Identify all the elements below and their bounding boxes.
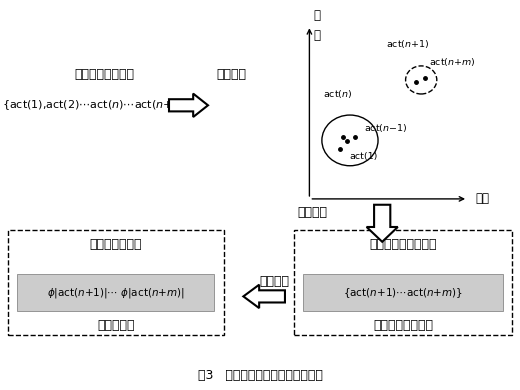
Text: 融合分析: 融合分析 (297, 206, 328, 219)
Text: act(1): act(1) (349, 152, 378, 161)
Text: 对象: 对象 (476, 192, 490, 206)
Text: 操作系统行为基线库: 操作系统行为基线库 (369, 238, 437, 252)
Text: act($n$): act($n$) (323, 88, 353, 99)
Bar (17, 274, 214, 311)
Polygon shape (367, 205, 398, 242)
Text: act($n$+1): act($n$+1) (386, 38, 429, 50)
Polygon shape (243, 285, 285, 308)
Bar (294, 230, 512, 335)
Text: 标识判定: 标识判定 (259, 275, 289, 288)
Text: 行为异常数据子集: 行为异常数据子集 (373, 319, 433, 332)
Text: 归并建模: 归并建模 (216, 67, 246, 81)
Polygon shape (169, 94, 208, 117)
Text: $\{$act($n$+1)$\cdots$act($n$+$m$)$\}$: $\{$act($n$+1)$\cdots$act($n$+$m$)$\}$ (343, 286, 463, 300)
Text: $\phi$|act($n$+1)|$\cdots$ $\phi$|act($n$+$m$)|: $\phi$|act($n$+1)|$\cdots$ $\phi$|act($n… (47, 286, 185, 300)
Text: act($n$$-$1): act($n$$-$1) (364, 122, 407, 134)
Text: act($n$+$m$): act($n$+$m$) (429, 57, 476, 68)
Text: $\{$act(1),act(2)$\cdots$act($n$)$\cdots$act($n$+$m$)$\}$: $\{$act(1),act(2)$\cdots$act($n$)$\cdots… (2, 98, 196, 112)
Text: 操: 操 (313, 9, 320, 22)
Text: 图3   操作系统行为分析模型示意图: 图3 操作系统行为分析模型示意图 (198, 369, 322, 382)
Text: 操作系统行为序列: 操作系统行为序列 (74, 67, 134, 81)
Text: 攻击行为集: 攻击行为集 (97, 319, 135, 332)
Text: 攻击行为规则集: 攻击行为规则集 (89, 238, 142, 252)
Bar (8, 230, 224, 335)
Text: 作: 作 (313, 29, 320, 42)
Bar (303, 274, 503, 311)
